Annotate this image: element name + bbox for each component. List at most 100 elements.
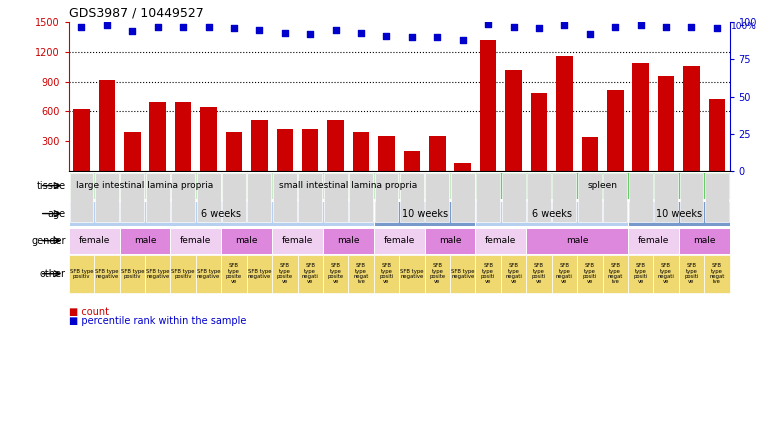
Bar (455, 163, 471, 171)
Point (126, 28, 138, 35)
Text: age: age (47, 209, 66, 218)
Bar (378, 136, 395, 171)
Text: male: male (235, 236, 258, 245)
Text: female: female (638, 236, 669, 245)
Bar (175, 102, 192, 171)
Text: female: female (485, 236, 516, 245)
Point (177, 23, 189, 30)
Point (304, 31, 316, 38)
Point (76, 23, 88, 30)
Text: SFB
type
negat
ive: SFB type negat ive (709, 263, 724, 284)
Text: female: female (282, 236, 313, 245)
Point (228, 24, 240, 32)
Text: male: male (337, 236, 360, 245)
Text: SFB
type
positi
ve: SFB type positi ve (532, 263, 546, 284)
Point (457, 36, 469, 44)
Point (482, 20, 494, 27)
Text: SFB
type
negat
ive: SFB type negat ive (354, 263, 369, 284)
Text: spleen: spleen (588, 181, 617, 190)
Text: SFB
type
negati
ve: SFB type negati ve (302, 263, 319, 284)
Bar (581, 137, 598, 171)
Bar (556, 56, 573, 171)
Point (635, 22, 647, 29)
Bar (225, 132, 242, 171)
Point (660, 23, 672, 30)
Text: male: male (693, 236, 715, 245)
Text: other: other (40, 269, 66, 279)
Text: SFB type
negative: SFB type negative (248, 269, 271, 279)
Text: SFB
type
positi
ve: SFB type positi ve (379, 263, 393, 284)
Text: SFB
type
positi
ve: SFB type positi ve (633, 263, 648, 284)
Text: SFB type
positiv: SFB type positiv (70, 269, 93, 279)
Bar (200, 107, 217, 171)
Bar (480, 40, 497, 171)
Point (558, 22, 571, 29)
Text: 10 weeks: 10 weeks (402, 209, 448, 218)
Bar (73, 110, 89, 171)
Text: 6 weeks: 6 weeks (201, 209, 241, 218)
Bar (403, 151, 420, 171)
Bar (709, 99, 725, 171)
Bar (328, 120, 344, 171)
Bar (302, 129, 319, 171)
Text: SFB
type
posite
ve: SFB type posite ve (328, 263, 344, 284)
Text: female: female (180, 236, 212, 245)
Point (329, 26, 342, 33)
Bar (607, 90, 623, 171)
Point (380, 32, 393, 39)
Bar (251, 120, 267, 171)
Point (254, 26, 266, 33)
Text: SFB type
negative: SFB type negative (146, 269, 170, 279)
Point (711, 24, 723, 32)
Bar (277, 129, 293, 171)
Text: SFB
type
posite
ve: SFB type posite ve (277, 263, 293, 284)
Text: SFB
type
positi
ve: SFB type positi ve (583, 263, 597, 284)
Text: gender: gender (31, 236, 66, 246)
Text: male: male (439, 236, 461, 245)
Point (533, 24, 545, 32)
Text: 6 weeks: 6 weeks (532, 209, 571, 218)
Text: SFB
type
negat
ive: SFB type negat ive (607, 263, 623, 284)
Bar (633, 63, 649, 171)
Text: SFB type
negative: SFB type negative (451, 269, 474, 279)
Text: SFB
type
negati
ve: SFB type negati ve (556, 263, 573, 284)
Bar (429, 136, 445, 171)
Text: SFB type
negative: SFB type negative (197, 269, 220, 279)
Bar (353, 132, 369, 171)
Text: SFB
type
negati
ve: SFB type negati ve (658, 263, 675, 284)
Point (101, 22, 113, 29)
Text: SFB type
positiv: SFB type positiv (121, 269, 144, 279)
Bar (531, 93, 547, 171)
Text: SFB
type
posite
ve: SFB type posite ve (226, 263, 242, 284)
Text: SFB
type
positi
ve: SFB type positi ve (481, 263, 495, 284)
Point (151, 23, 163, 30)
Text: female: female (79, 236, 110, 245)
Text: female: female (384, 236, 415, 245)
Point (685, 23, 698, 30)
Text: SFB type
negative: SFB type negative (96, 269, 118, 279)
Text: SFB
type
posite
ve: SFB type posite ve (429, 263, 445, 284)
Bar (658, 76, 675, 171)
Point (584, 31, 596, 38)
Bar (124, 132, 141, 171)
Point (202, 23, 215, 30)
Point (609, 23, 621, 30)
Point (507, 23, 520, 30)
Text: 100%: 100% (731, 22, 757, 31)
Point (406, 34, 418, 41)
Point (355, 29, 367, 36)
Point (279, 29, 291, 36)
Text: small intestinal lamina propria: small intestinal lamina propria (279, 181, 417, 190)
Bar (505, 70, 522, 171)
Bar (150, 102, 166, 171)
Text: male: male (134, 236, 157, 245)
Bar (683, 66, 700, 171)
Text: SFB type
positiv: SFB type positiv (171, 269, 195, 279)
Point (431, 34, 443, 41)
Text: large intestinal lamina propria: large intestinal lamina propria (76, 181, 214, 190)
Text: ■ count: ■ count (69, 307, 108, 317)
Text: male: male (566, 236, 588, 245)
Bar (99, 80, 115, 171)
Text: tissue: tissue (37, 181, 66, 190)
Text: SFB
type
positi
ve: SFB type positi ve (685, 263, 699, 284)
